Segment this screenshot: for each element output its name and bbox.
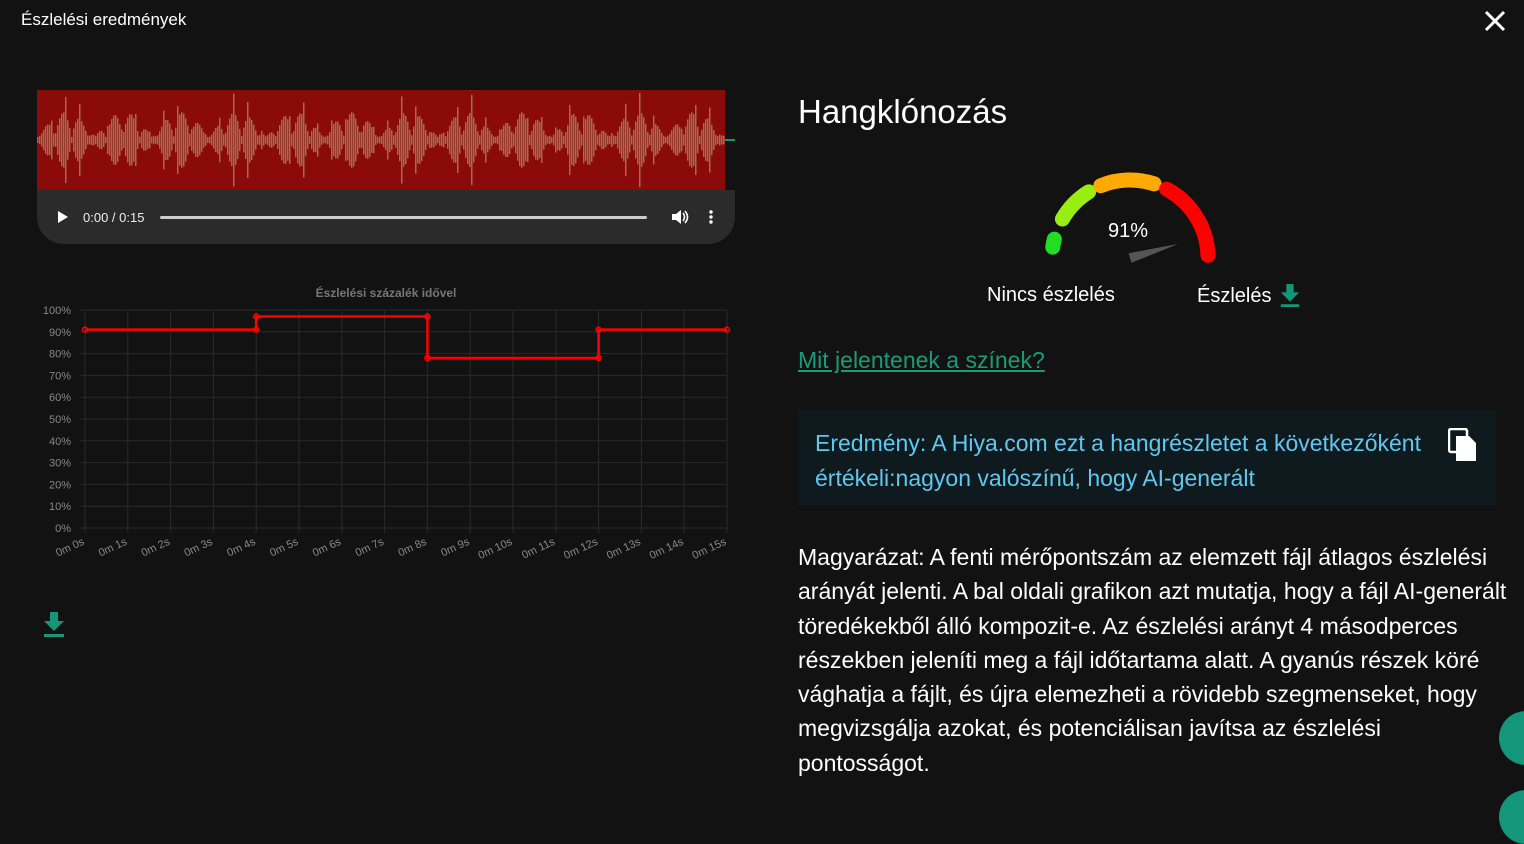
result-box: Eredmény: A Hiya.com ezt a hangrészletet… bbox=[798, 410, 1496, 505]
gauge-segment bbox=[1093, 172, 1162, 194]
data-point bbox=[81, 326, 89, 333]
x-tick-label: 0m 9s bbox=[439, 536, 472, 560]
audio-waveform[interactable] bbox=[37, 90, 735, 190]
dialog-title: Észlelési eredmények bbox=[21, 10, 187, 29]
y-tick-label: 10% bbox=[49, 501, 71, 513]
close-icon[interactable] bbox=[1482, 8, 1508, 34]
x-tick-label: 0m 2s bbox=[140, 536, 173, 560]
data-point bbox=[595, 326, 602, 333]
y-tick-label: 20% bbox=[49, 479, 71, 491]
x-tick-label: 0m 3s bbox=[182, 536, 215, 560]
x-tick-label: 0m 4s bbox=[225, 536, 258, 560]
detection-type-heading: Hangklónozás bbox=[798, 93, 1008, 130]
volume-icon[interactable] bbox=[671, 209, 689, 225]
y-tick-label: 80% bbox=[49, 349, 71, 361]
y-tick-label: 0% bbox=[55, 523, 71, 535]
colors-meaning-link[interactable]: Mit jelentenek a színek? bbox=[798, 347, 1045, 373]
gauge-segment bbox=[1054, 184, 1097, 227]
x-tick-label: 0m 1s bbox=[97, 536, 130, 560]
copy-icon[interactable] bbox=[1448, 428, 1478, 462]
y-tick-label: 40% bbox=[49, 436, 71, 448]
gauge-segment bbox=[1159, 181, 1216, 263]
detection-label: Észlelés bbox=[1197, 284, 1301, 308]
x-tick-label: 0m 7s bbox=[354, 536, 387, 560]
x-tick-label: 0m 0s bbox=[54, 536, 87, 560]
x-tick-label: 0m 12s bbox=[562, 536, 600, 562]
x-tick-label: 0m 15s bbox=[690, 536, 728, 562]
gauge-value: 91% bbox=[1108, 220, 1149, 242]
time-display: 0:00 / 0:15 bbox=[83, 209, 145, 225]
y-tick-label: 100% bbox=[43, 305, 71, 317]
no-detection-label: Nincs észlelés bbox=[987, 284, 1115, 306]
chart-title: Észlelési százalék idővel bbox=[316, 285, 457, 300]
detection-chart: Észlelési százalék idővel 0% 10% 20% 30% 40%… bbox=[43, 285, 731, 562]
data-point bbox=[252, 313, 260, 320]
play-icon[interactable] bbox=[57, 210, 69, 224]
data-point bbox=[424, 354, 431, 362]
y-tick-label: 60% bbox=[49, 392, 71, 404]
download-icon[interactable] bbox=[42, 612, 66, 638]
x-tick-label: 0m 11s bbox=[520, 536, 557, 562]
audio-player: 0:00 / 0:15 bbox=[37, 190, 735, 244]
y-tick-label: 70% bbox=[49, 370, 71, 382]
detection-label-text: Észlelés bbox=[1197, 284, 1272, 307]
data-point bbox=[252, 326, 260, 333]
more-options-icon[interactable] bbox=[707, 209, 715, 225]
result-text: Eredmény: A Hiya.com ezt a hangrészletet… bbox=[815, 430, 1421, 491]
gauge-segment bbox=[1045, 231, 1062, 255]
y-tick-label: 90% bbox=[49, 327, 71, 339]
y-tick-label: 50% bbox=[49, 414, 71, 426]
data-point bbox=[723, 326, 731, 333]
data-point bbox=[424, 313, 431, 320]
x-tick-label: 0m 6s bbox=[311, 536, 344, 560]
data-point bbox=[595, 354, 602, 362]
chat-button[interactable] bbox=[1499, 790, 1524, 844]
score-gauge bbox=[1045, 172, 1216, 263]
explanation-text: Magyarázat: A fenti mérőpontszám az elem… bbox=[798, 544, 1507, 776]
download-icon[interactable] bbox=[1279, 284, 1301, 308]
x-tick-label: 0m 8s bbox=[396, 536, 429, 560]
x-tick-label: 0m 10s bbox=[476, 536, 514, 562]
x-tick-label: 0m 5s bbox=[268, 536, 301, 560]
y-tick-label: 30% bbox=[49, 458, 71, 470]
seek-bar[interactable] bbox=[160, 215, 647, 219]
x-tick-label: 0m 13s bbox=[605, 536, 643, 562]
x-tick-label: 0m 14s bbox=[648, 536, 686, 562]
series-line bbox=[85, 315, 727, 360]
gauge-needle bbox=[1128, 244, 1179, 263]
